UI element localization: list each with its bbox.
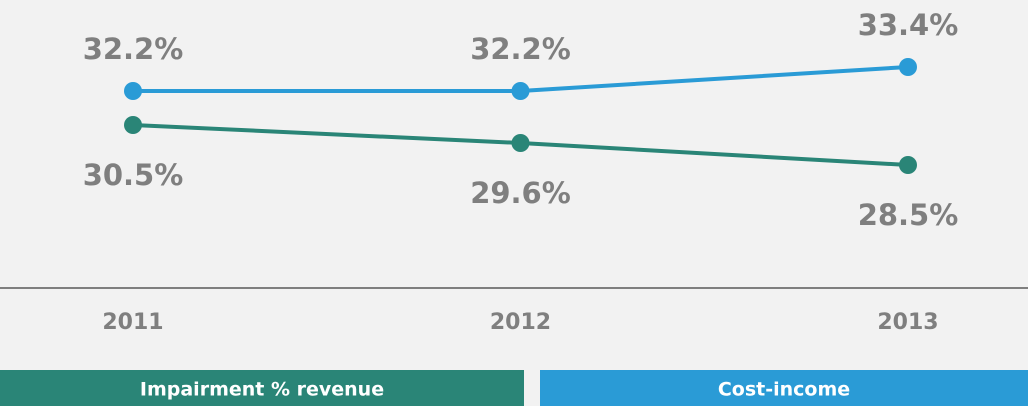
legend-label: Impairment % revenue xyxy=(140,379,384,401)
data-label: 28.5% xyxy=(858,198,959,232)
data-label: 30.5% xyxy=(83,158,184,192)
data-label: 29.6% xyxy=(470,176,571,210)
legend-swatch xyxy=(0,370,524,406)
legend-label: Cost-income xyxy=(718,379,850,401)
data-point xyxy=(511,82,530,100)
data-point xyxy=(511,134,530,152)
data-point xyxy=(124,116,142,134)
data-point xyxy=(899,156,917,174)
x-tick-label: 2012 xyxy=(490,310,551,335)
legend-swatch xyxy=(540,370,1028,406)
x-tick-label: 2011 xyxy=(102,310,163,335)
data-label: 33.4% xyxy=(858,8,959,42)
data-point xyxy=(124,82,142,100)
data-point xyxy=(899,58,917,76)
data-label: 32.2% xyxy=(83,32,184,66)
x-tick-label: 2013 xyxy=(877,310,938,335)
data-label: 32.2% xyxy=(470,32,571,66)
